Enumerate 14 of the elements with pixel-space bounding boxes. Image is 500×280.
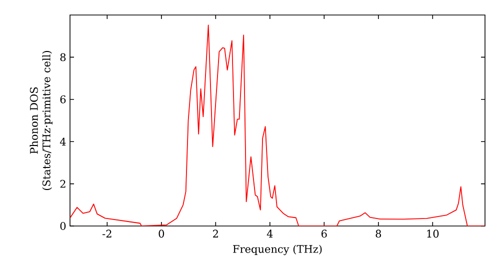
y-tick-label: 0 <box>60 222 66 230</box>
x-tick-label: 4 <box>266 230 273 238</box>
y-tick-label: 6 <box>60 95 66 104</box>
x-tick-label: 0 <box>158 230 164 238</box>
y-tick-label: 2 <box>60 180 66 188</box>
x-axis-title: Frequency (THz) <box>233 244 322 256</box>
y-axis-title: Phonon DOS (States/THz·primitive cell) <box>30 50 52 190</box>
x-tick-label: -2 <box>102 230 112 238</box>
x-tick-label: 10 <box>427 230 439 238</box>
x-tick-label: 6 <box>322 230 327 238</box>
y-tick-label: 4 <box>60 138 66 146</box>
x-tick-label: 2 <box>213 230 218 238</box>
x-tick-label: 8 <box>376 230 382 238</box>
y-tick-label: 8 <box>60 53 66 62</box>
